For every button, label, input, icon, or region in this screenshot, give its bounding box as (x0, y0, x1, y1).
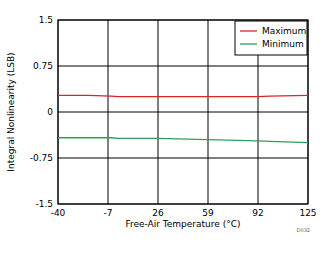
legend-swatch (240, 43, 257, 44)
x-tick-label: 92 (252, 208, 263, 218)
series-line (58, 95, 308, 96)
y-tick-label: 0.75 (33, 61, 53, 71)
legend-label: Maximum (262, 26, 306, 36)
legend-swatch (240, 30, 257, 31)
chart-svg: -1.5-0.7500.751.5-40-7265992125MaximumMi… (0, 0, 336, 254)
series-group (58, 95, 308, 142)
x-tick-label: -40 (51, 208, 66, 218)
x-tick-label: 59 (202, 208, 214, 218)
grid-line-x (208, 20, 209, 204)
grid-line-y (58, 158, 308, 159)
legend-box (235, 21, 307, 55)
x-tick-label: 26 (152, 208, 164, 218)
y-axis-label: Integral Nonlinearity (LSB) (6, 52, 16, 171)
x-axis-label: Free-Air Temperature (°C) (125, 219, 240, 229)
series-line (58, 138, 308, 143)
y-tick-label: -0.75 (30, 153, 53, 163)
plot-frame (58, 20, 308, 204)
x-tick-label: 125 (299, 208, 316, 218)
grid-line-x (158, 20, 159, 204)
legend-label: Minimum (262, 39, 304, 49)
chart-container: -1.5-0.7500.751.5-40-7265992125MaximumMi… (0, 0, 336, 254)
grid-line-y (58, 112, 308, 113)
grid-line-x (108, 20, 109, 204)
x-tick-label: -7 (104, 208, 113, 218)
annotation: D032 (297, 227, 310, 233)
y-tick-label: 1.5 (39, 15, 53, 25)
grid-line-y (58, 66, 308, 67)
y-tick-label: 0 (47, 107, 53, 117)
